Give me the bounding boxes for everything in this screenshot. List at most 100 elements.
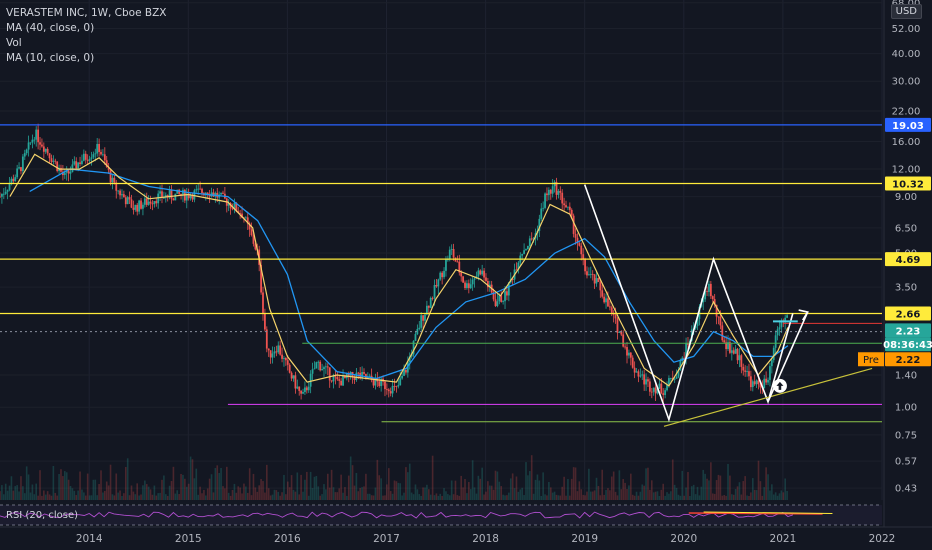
volume-bar bbox=[389, 491, 392, 500]
volume-bar bbox=[67, 479, 70, 500]
volume-bar bbox=[696, 486, 699, 500]
volume-bar bbox=[62, 476, 64, 500]
candle-body bbox=[645, 379, 647, 385]
volume-bar bbox=[384, 495, 386, 500]
candle-body bbox=[561, 192, 564, 204]
candle-body bbox=[502, 301, 505, 302]
candle-body bbox=[462, 276, 465, 283]
volume-bar bbox=[763, 487, 766, 500]
volume-bar bbox=[35, 483, 38, 500]
candle-body bbox=[620, 331, 623, 335]
volume-bar bbox=[740, 494, 743, 500]
volume-bar bbox=[84, 495, 87, 500]
volume-bar bbox=[63, 471, 66, 500]
candle-body bbox=[20, 167, 22, 172]
candle-body bbox=[326, 366, 329, 368]
candle-body bbox=[48, 153, 51, 159]
volume-bar bbox=[298, 494, 301, 500]
vol-legend[interactable]: Vol bbox=[6, 37, 22, 49]
candle-body bbox=[626, 347, 628, 356]
candle-body bbox=[483, 270, 485, 278]
volume-bar bbox=[555, 494, 558, 500]
volume-bar bbox=[418, 494, 421, 500]
volume-bar bbox=[256, 491, 259, 500]
candle-body bbox=[336, 377, 339, 380]
volume-bar bbox=[273, 489, 276, 500]
volume-bar bbox=[151, 494, 154, 500]
volume-bar bbox=[671, 459, 674, 500]
volume-bar bbox=[290, 475, 293, 500]
candle-body bbox=[372, 380, 375, 386]
candle-body bbox=[88, 158, 91, 161]
volume-bar bbox=[536, 474, 539, 500]
volume-bar bbox=[399, 483, 402, 500]
volume-bar bbox=[666, 492, 668, 500]
candle-body bbox=[776, 329, 779, 336]
candle-body bbox=[637, 371, 640, 377]
volume-bar bbox=[582, 494, 584, 500]
volume-bar bbox=[214, 468, 217, 500]
volume-bar bbox=[77, 490, 79, 500]
volume-bar bbox=[609, 490, 611, 500]
candle-body bbox=[584, 259, 586, 272]
volume-bar bbox=[126, 458, 129, 500]
candle-body bbox=[142, 204, 144, 209]
pre-market-badge: Pre bbox=[863, 355, 879, 366]
volume-bar bbox=[23, 493, 26, 500]
volume-bar bbox=[414, 484, 417, 500]
volume-bar bbox=[73, 490, 76, 500]
candle-body bbox=[304, 387, 306, 393]
volume-bar bbox=[450, 480, 453, 500]
candle-body bbox=[749, 376, 752, 388]
ma10-legend[interactable]: MA (10, close, 0) bbox=[6, 52, 95, 64]
candle-body bbox=[654, 387, 657, 394]
candle-body bbox=[220, 192, 222, 195]
ma40-legend[interactable]: MA (40, close, 0) bbox=[6, 22, 95, 34]
candle-body bbox=[498, 295, 501, 302]
volume-bar bbox=[269, 495, 272, 500]
volume-bar bbox=[233, 483, 236, 500]
volume-bar bbox=[713, 493, 716, 500]
candle-body bbox=[618, 331, 621, 333]
volume-bar bbox=[180, 473, 182, 500]
candle-body bbox=[134, 204, 137, 210]
volume-bar bbox=[717, 474, 720, 500]
y-tick-label: 0.57 bbox=[895, 457, 917, 468]
volume-bar bbox=[574, 467, 577, 500]
candle-body bbox=[769, 366, 771, 380]
volume-bar bbox=[96, 495, 98, 500]
rsi-legend[interactable]: RSI (20, close) bbox=[6, 510, 78, 521]
candle-body bbox=[182, 189, 184, 196]
candle-body bbox=[42, 146, 45, 152]
volume-bar bbox=[515, 476, 518, 500]
candle-body bbox=[279, 345, 282, 355]
candle-body bbox=[763, 378, 766, 389]
candle-body bbox=[100, 151, 102, 155]
volume-bar bbox=[620, 489, 623, 500]
volume-bar bbox=[336, 492, 339, 500]
volume-bar bbox=[751, 478, 754, 500]
volume-bar bbox=[307, 495, 310, 500]
volume-bar bbox=[683, 495, 685, 500]
candle-body bbox=[187, 193, 190, 199]
volume-bar bbox=[595, 477, 598, 500]
candle-body bbox=[387, 389, 390, 392]
volume-bar bbox=[382, 495, 384, 500]
candle-body bbox=[523, 250, 525, 254]
volume-bar bbox=[616, 495, 619, 500]
volume-bar bbox=[50, 495, 53, 500]
volume-bar bbox=[687, 472, 689, 500]
symbol-title[interactable]: VERASTEM INC, 1W, Cboe BZX bbox=[6, 7, 167, 19]
currency-badge[interactable]: USD bbox=[890, 4, 922, 19]
candle-body bbox=[60, 167, 62, 172]
volume-bar bbox=[1, 485, 3, 500]
volume-bar bbox=[468, 482, 470, 500]
candle-body bbox=[292, 375, 295, 379]
volume-bar bbox=[538, 480, 541, 500]
volume-bar bbox=[344, 487, 346, 500]
volume-bar bbox=[744, 476, 746, 500]
volume-bar bbox=[88, 495, 91, 500]
candle-body bbox=[744, 370, 747, 372]
